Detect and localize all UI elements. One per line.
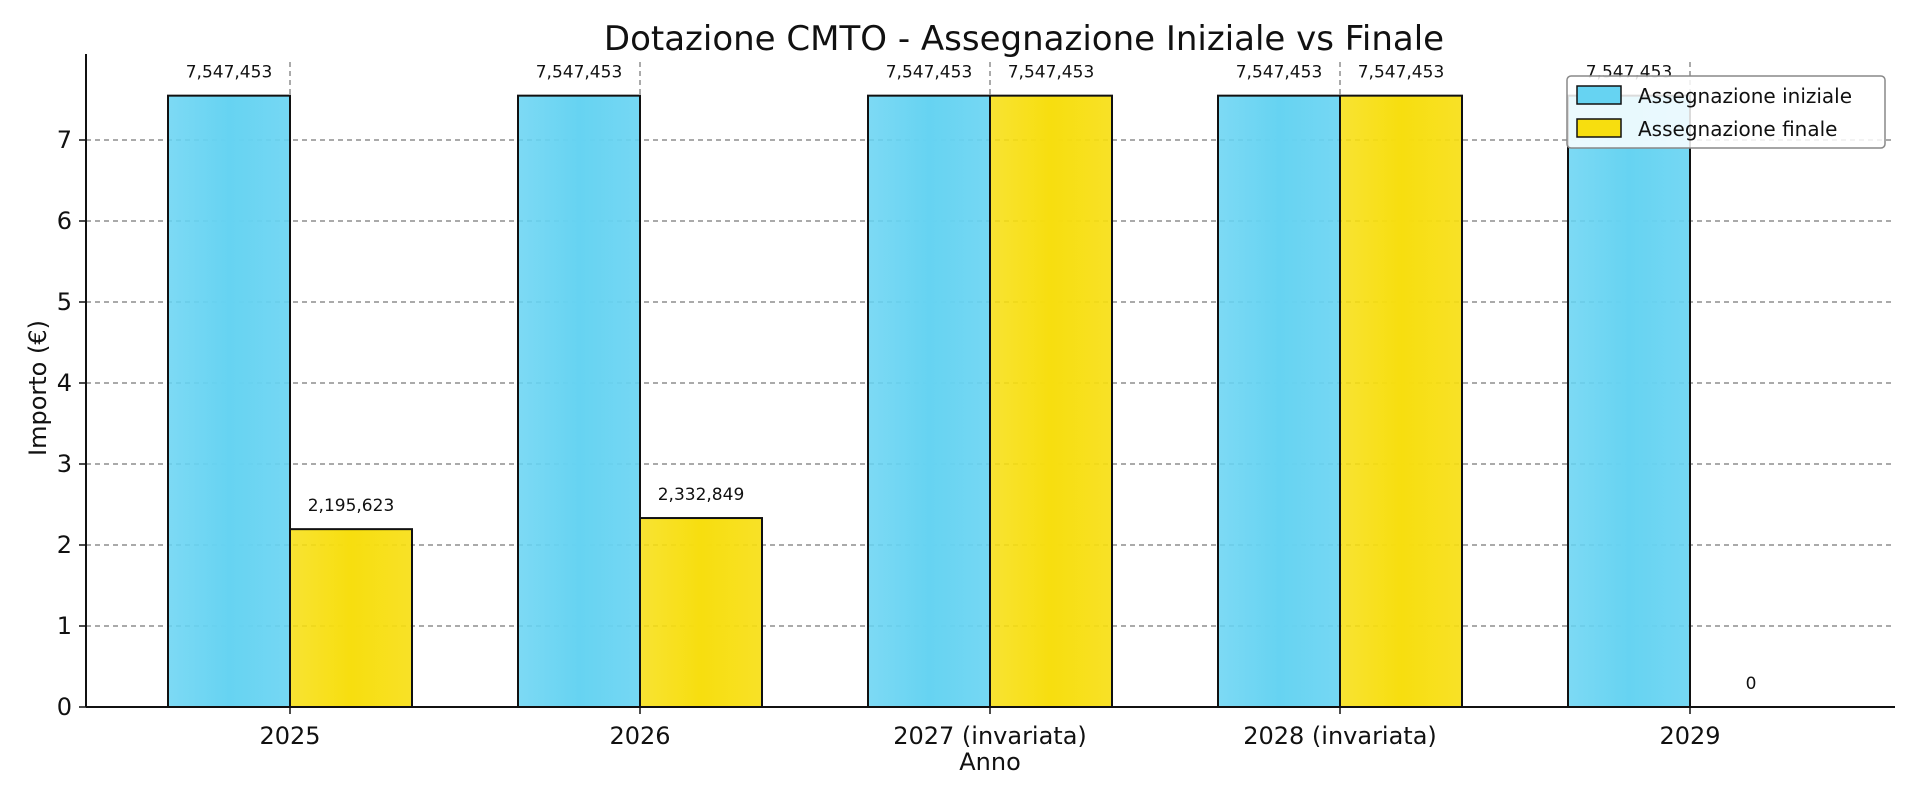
y-axis-label: Importo (€) xyxy=(24,320,52,456)
data-label: 7,547,453 xyxy=(186,63,273,83)
data-label: 7,547,453 xyxy=(886,63,973,83)
y-tick-label: 1 xyxy=(57,612,72,640)
bar-iniziale-2 xyxy=(867,94,991,708)
y-tick-label: 6 xyxy=(57,207,72,235)
data-label: 2,332,849 xyxy=(658,485,745,505)
x-ticks: 2025 2026 2027 (invariata) 2028 (invariata)… xyxy=(259,707,1721,750)
bar-iniziale-0 xyxy=(167,94,291,708)
x-tick-label: 2027 (invariata) xyxy=(893,722,1087,750)
legend-swatch xyxy=(1576,85,1622,105)
y-ticks: 0 1 2 3 4 5 6 7 xyxy=(57,126,86,721)
x-tick-label: 2028 (invariata) xyxy=(1243,722,1437,750)
data-label: 2,195,623 xyxy=(308,496,395,516)
x-tick-label: 2025 xyxy=(259,722,320,750)
legend: Assegnazione iniziale Assegnazione finale xyxy=(1566,75,1886,149)
y-tick-label: 0 xyxy=(57,693,72,721)
bars xyxy=(167,94,1691,709)
data-label: 7,547,453 xyxy=(1236,63,1323,83)
x-tick-label: 2029 xyxy=(1659,722,1720,750)
legend-box xyxy=(1566,75,1886,149)
y-tick-label: 5 xyxy=(57,288,72,316)
bar-iniziale-1 xyxy=(517,94,641,708)
data-labels: 7,547,453 7,547,453 7,547,453 7,547,453 7,54… xyxy=(186,63,1757,694)
bar-finale-0 xyxy=(289,528,413,708)
data-label: 7,547,453 xyxy=(536,63,623,83)
data-label: 7,547,453 xyxy=(1358,63,1445,83)
bar-iniziale-4 xyxy=(1567,94,1691,708)
y-tick-label: 7 xyxy=(57,126,72,154)
chart-title: Dotazione CMTO - Assegnazione Iniziale v… xyxy=(604,19,1444,59)
data-label: 7,547,453 xyxy=(1008,63,1095,83)
data-label: 0 xyxy=(1746,674,1757,694)
y-tick-label: 3 xyxy=(57,450,72,478)
x-axis-label: Anno xyxy=(959,748,1021,776)
bar-finale-2 xyxy=(989,94,1113,708)
y-tick-label: 2 xyxy=(57,531,72,559)
x-tick-label: 2026 xyxy=(609,722,670,750)
legend-swatch xyxy=(1576,118,1622,138)
y-tick-label: 4 xyxy=(57,369,72,397)
legend-label: Assegnazione iniziale xyxy=(1638,84,1852,108)
legend-label: Assegnazione finale xyxy=(1638,117,1837,141)
bar-finale-1 xyxy=(639,517,763,709)
bar-finale-3 xyxy=(1339,94,1463,708)
bar-iniziale-3 xyxy=(1217,94,1341,708)
